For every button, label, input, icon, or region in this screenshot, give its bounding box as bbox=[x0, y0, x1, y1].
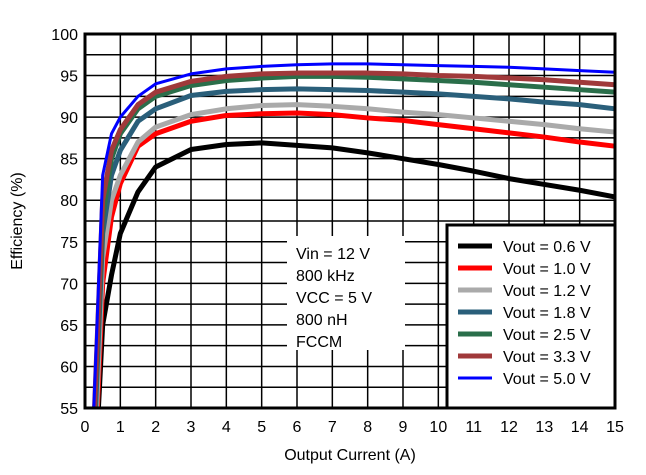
x-tick-label: 4 bbox=[222, 419, 231, 436]
y-tick-label: 80 bbox=[60, 193, 78, 210]
legend-label: Vout = 2.5 V bbox=[503, 327, 591, 344]
series-line bbox=[94, 110, 616, 409]
legend-label: Vout = 3.3 V bbox=[503, 349, 591, 366]
x-tick-label: 7 bbox=[328, 419, 337, 436]
series-line bbox=[92, 70, 616, 409]
annotation-line: 800 nH bbox=[296, 312, 348, 329]
annotation-line: VCC = 5 V bbox=[296, 290, 372, 307]
x-tick-label: 10 bbox=[429, 419, 447, 436]
annotation-line: FCCM bbox=[296, 334, 342, 351]
annotation: Vin = 12 V 800 kHz VCC = 5 V 800 nH FCCM bbox=[296, 246, 372, 351]
y-tick-label: 85 bbox=[60, 152, 78, 169]
y-tick-label: 90 bbox=[60, 110, 78, 127]
plot-frame bbox=[83, 32, 617, 410]
annotation-line: 800 kHz bbox=[296, 268, 355, 285]
x-tick-label: 11 bbox=[465, 419, 482, 436]
legend-label: Vout = 1.8 V bbox=[503, 305, 591, 322]
x-tick-label: 5 bbox=[257, 419, 266, 436]
series-line bbox=[94, 102, 616, 409]
legend-label: Vout = 5.0 V bbox=[503, 371, 591, 388]
x-tick-label: 0 bbox=[81, 419, 90, 436]
y-tick-label: 55 bbox=[60, 401, 78, 418]
series-line bbox=[93, 86, 616, 409]
series-line bbox=[95, 140, 616, 409]
series-lines bbox=[92, 62, 616, 409]
tick-labels: 0 1 2 3 4 5 6 7 8 9 10 11 12 13 14 15556065707580859095… bbox=[51, 27, 624, 436]
x-tick-label: 9 bbox=[399, 419, 408, 436]
x-tick-label: 15 bbox=[606, 419, 624, 436]
y-tick-label: 95 bbox=[60, 69, 78, 86]
x-tick-label: 2 bbox=[151, 419, 160, 436]
legend-label: Vout = 0.6 V bbox=[503, 239, 591, 256]
annotation-line: Vin = 12 V bbox=[296, 246, 370, 263]
x-tick-label: 13 bbox=[535, 419, 553, 436]
y-axis-label: Efficiency (%) bbox=[9, 172, 26, 270]
y-tick-label: 65 bbox=[60, 318, 78, 335]
y-tick-label: 75 bbox=[60, 235, 78, 252]
x-tick-label: 14 bbox=[571, 419, 589, 436]
x-tick-label: 8 bbox=[363, 419, 372, 436]
y-tick-label: 100 bbox=[51, 27, 78, 44]
x-tick-label: 6 bbox=[293, 419, 302, 436]
legend-label: Vout = 1.0 V bbox=[503, 261, 591, 278]
y-tick-label: 70 bbox=[60, 276, 78, 293]
legend: Vout = 0.6 V Vout = 1.0 V Vout = 1.2 V Vout… bbox=[445, 223, 617, 410]
x-tick-label: 3 bbox=[187, 419, 196, 436]
legend-label: Vout = 1.2 V bbox=[503, 283, 591, 300]
x-tick-label: 12 bbox=[500, 419, 518, 436]
series-line bbox=[92, 62, 616, 409]
x-axis-label: Output Current (A) bbox=[284, 447, 416, 464]
annotation-box bbox=[287, 236, 405, 350]
y-tick-label: 60 bbox=[60, 359, 78, 376]
x-tick-label: 1 bbox=[116, 419, 125, 436]
